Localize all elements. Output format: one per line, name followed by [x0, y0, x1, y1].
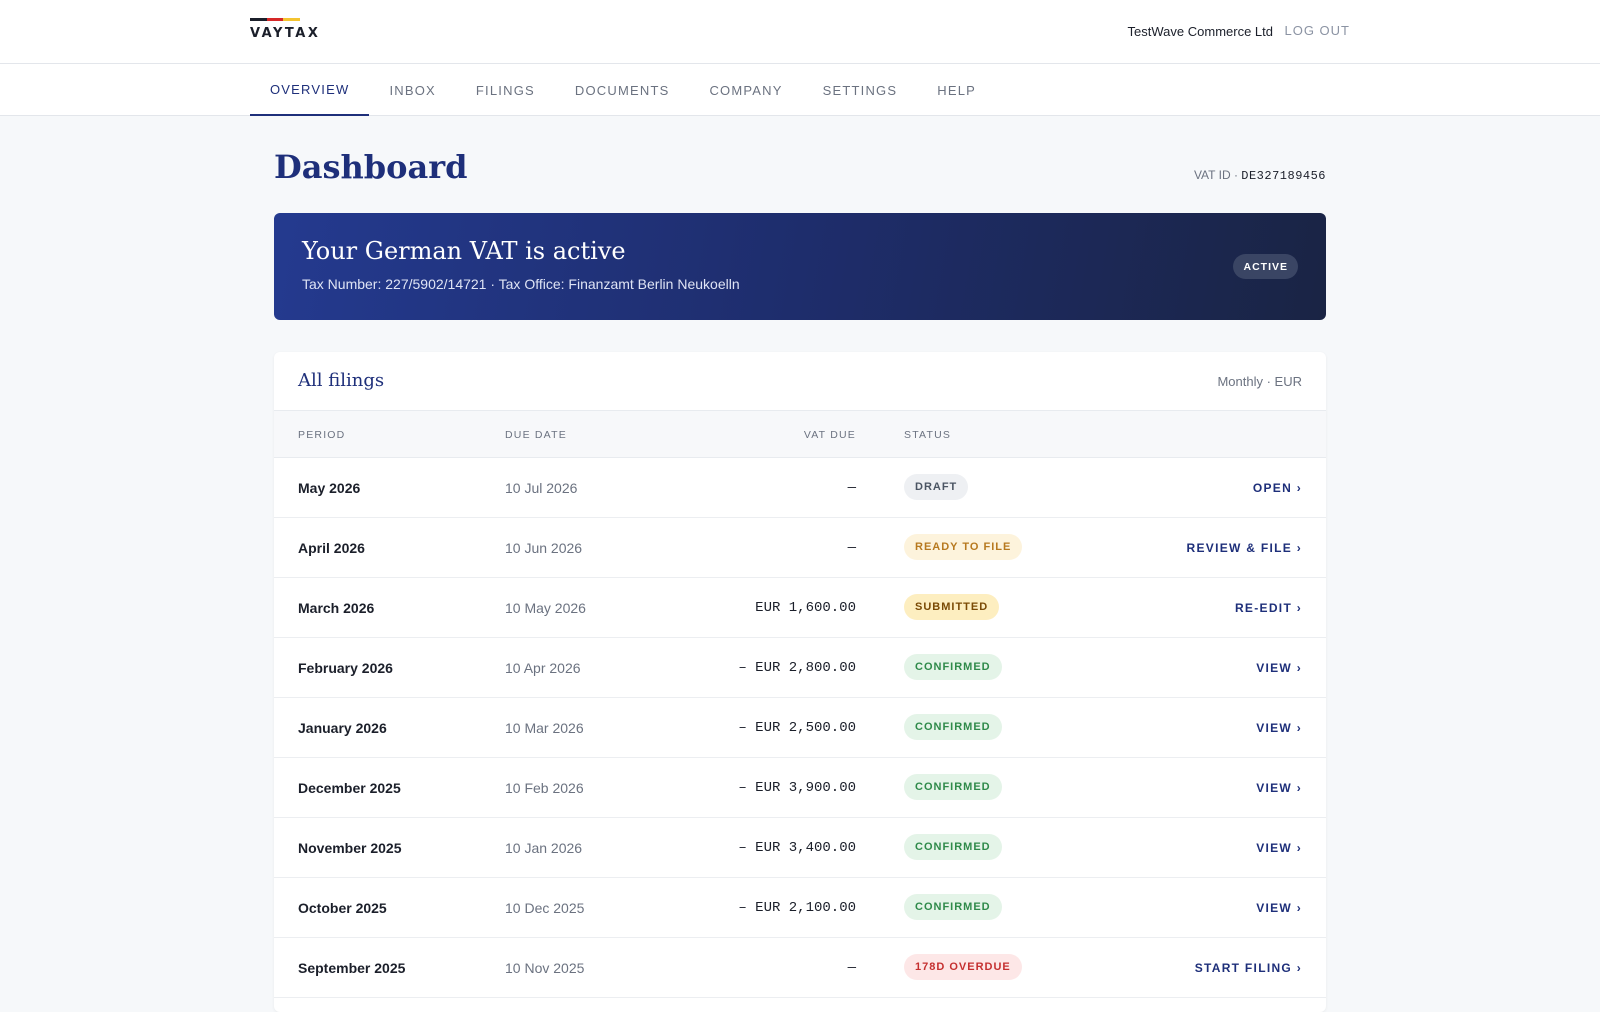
filing-row: May 2026 10 Jul 2026 — DRAFT OPEN ›	[274, 458, 1326, 518]
period-cell: September 2025	[298, 960, 406, 976]
status-badge: CONFIRMED	[904, 774, 1002, 800]
status-badge: CONFIRMED	[904, 834, 1002, 860]
tab-company[interactable]: COMPANY	[709, 82, 783, 98]
filings-title: All filings	[298, 370, 385, 391]
logout-button[interactable]: LOG OUT	[1284, 23, 1350, 38]
period-cell: January 2026	[298, 720, 387, 736]
row-action-link[interactable]: VIEW ›	[1256, 661, 1302, 675]
due-date-cell: 10 Jan 2026	[505, 840, 583, 856]
due-date-cell: 10 May 2026	[505, 600, 586, 616]
due-date-cell: 10 Mar 2026	[505, 720, 584, 736]
filings-table-body: May 2026 10 Jul 2026 — DRAFT OPEN › April 202…	[274, 458, 1326, 998]
period-cell: November 2025	[298, 840, 402, 856]
status-badge: READY TO FILE	[904, 534, 1023, 560]
company-name: TestWave Commerce Ltd	[1127, 24, 1273, 39]
row-action-link[interactable]: START FILING ›	[1194, 961, 1302, 975]
row-action-link[interactable]: REVIEW & FILE ›	[1186, 541, 1302, 555]
filing-row: April 2026 10 Jun 2026 — READY TO FILE REVIE…	[274, 518, 1326, 578]
column-header-due-date: DUE DATE	[505, 429, 567, 441]
filings-table-header: PERIOD DUE DATE VAT DUE STATUS	[274, 411, 1326, 458]
filings-card: All filings Monthly · EUR PERIOD DUE DAT…	[274, 352, 1326, 1012]
flag-stripe-black	[250, 18, 267, 21]
brand-logo[interactable]: VAYTAX	[250, 18, 320, 41]
filing-row: January 2026 10 Mar 2026 – EUR 2,500.00 CON…	[274, 698, 1326, 758]
filings-card-header: All filings Monthly · EUR	[274, 352, 1326, 411]
vat-due-cell: – EUR 2,100.00	[738, 900, 856, 916]
flag-stripe-gold	[283, 18, 301, 21]
row-action-link[interactable]: OPEN ›	[1252, 481, 1302, 495]
due-date-cell: 10 Nov 2025	[505, 960, 585, 976]
filings-meta: Monthly · EUR	[1217, 374, 1302, 389]
vat-due-cell: EUR 1,600.00	[755, 600, 856, 616]
row-action-link[interactable]: RE-EDIT ›	[1234, 601, 1302, 615]
row-action-link[interactable]: VIEW ›	[1256, 721, 1302, 735]
active-badge: ACTIVE	[1233, 254, 1298, 279]
column-header-status: STATUS	[904, 429, 952, 441]
status-badge: 178D OVERDUE	[904, 954, 1022, 980]
row-action-link[interactable]: VIEW ›	[1256, 781, 1302, 795]
filing-row: February 2026 10 Apr 2026 – EUR 2,800.00 CO…	[274, 638, 1326, 698]
status-badge: SUBMITTED	[904, 594, 1000, 620]
filing-row: October 2025 10 Dec 2025 – EUR 2,100.00 CON…	[274, 878, 1326, 938]
due-date-cell: 10 Feb 2026	[505, 780, 584, 796]
row-action-link[interactable]: VIEW ›	[1256, 841, 1302, 855]
vat-status-banner: Your German VAT is active Tax Number: 22…	[274, 213, 1326, 320]
filing-row: March 2026 10 May 2026 EUR 1,600.00 SUBMITT…	[274, 578, 1326, 638]
vat-due-cell: —	[847, 540, 856, 556]
nav-tabs: OVERVIEW INBOX FILINGS DOCUMENTS COMPANY SETT…	[250, 64, 996, 116]
main-nav: OVERVIEW INBOX FILINGS DOCUMENTS COMPANY SETT…	[0, 64, 1600, 116]
vat-due-cell: – EUR 2,500.00	[738, 720, 856, 736]
tab-overview[interactable]: OVERVIEW	[250, 64, 370, 116]
row-action-link[interactable]: VIEW ›	[1256, 901, 1302, 915]
due-date-cell: 10 Jul 2026	[505, 480, 578, 496]
tab-inbox[interactable]: INBOX	[389, 82, 436, 98]
filing-row: November 2025 10 Jan 2026 – EUR 3,400.00 CO…	[274, 818, 1326, 878]
brand-name: VAYTAX	[250, 26, 321, 41]
vat-id-value: DE327189456	[1241, 169, 1326, 183]
vat-due-cell: —	[847, 480, 856, 496]
vat-due-cell: —	[847, 960, 856, 976]
top-bar: VAYTAX TestWave Commerce Ltd LOG OUT	[0, 0, 1600, 64]
period-cell: April 2026	[298, 540, 365, 556]
status-badge: CONFIRMED	[904, 714, 1002, 740]
filing-row: December 2025 10 Feb 2026 – EUR 3,900.00 CO…	[274, 758, 1326, 818]
status-badge: CONFIRMED	[904, 894, 1002, 920]
banner-title: Your German VAT is active	[302, 237, 626, 265]
period-cell: October 2025	[298, 900, 387, 916]
due-date-cell: 10 Dec 2025	[505, 900, 585, 916]
period-cell: March 2026	[298, 600, 375, 616]
period-cell: May 2026	[298, 480, 361, 496]
vat-id: VAT ID · DE327189456	[1194, 168, 1326, 183]
period-cell: December 2025	[298, 780, 401, 796]
vat-id-label: VAT ID ·	[1193, 168, 1242, 182]
column-header-vat-due: VAT DUE	[803, 429, 856, 441]
tab-settings[interactable]: SETTINGS	[822, 82, 898, 98]
banner-subtitle: Tax Number: 227/5902/14721 · Tax Office:…	[302, 276, 740, 292]
due-date-cell: 10 Apr 2026	[505, 660, 581, 676]
status-badge: DRAFT	[904, 474, 969, 500]
vat-due-cell: – EUR 3,900.00	[738, 780, 856, 796]
tab-filings[interactable]: FILINGS	[475, 82, 535, 98]
vat-due-cell: – EUR 3,400.00	[738, 840, 856, 856]
status-badge: CONFIRMED	[904, 654, 1002, 680]
flag-stripe-red	[266, 18, 284, 21]
vat-due-cell: – EUR 2,800.00	[738, 660, 856, 676]
due-date-cell: 10 Jun 2026	[505, 540, 583, 556]
column-header-period: PERIOD	[298, 429, 346, 441]
tab-documents[interactable]: DOCUMENTS	[574, 82, 670, 98]
flag-stripe	[250, 18, 301, 21]
page-title: Dashboard	[274, 148, 468, 186]
filing-row: September 2025 10 Nov 2025 — 178D OVERDUE ST…	[274, 938, 1326, 998]
period-cell: February 2026	[298, 660, 393, 676]
tab-help[interactable]: HELP	[937, 82, 976, 98]
